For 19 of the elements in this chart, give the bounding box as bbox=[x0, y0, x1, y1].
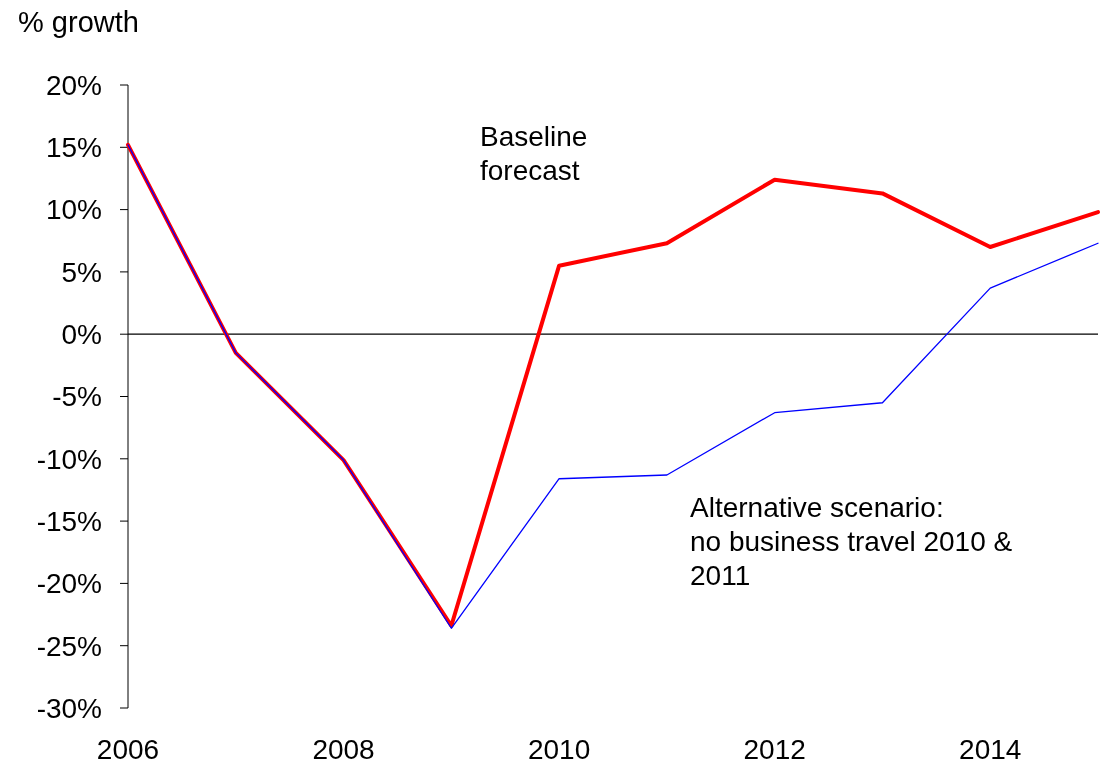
y-tick-label: -20% bbox=[36, 568, 102, 600]
y-tick-label: 15% bbox=[45, 132, 102, 164]
x-tick-label: 2012 bbox=[743, 734, 806, 765]
text: Baseline forecast bbox=[480, 121, 588, 186]
y-tick-label: 0% bbox=[61, 319, 102, 350]
x-tick-label: 2010 bbox=[527, 734, 591, 765]
x-tick-label: 2006 bbox=[96, 734, 160, 765]
y-axis-title: % growth bbox=[18, 6, 139, 38]
series-label: Alternative scenario: no business travel 2010 & 2011 bbox=[690, 492, 1013, 591]
y-tick-label: 5% bbox=[61, 256, 102, 288]
y-tick-label: -25% bbox=[36, 630, 102, 662]
y-tick-label: -10% bbox=[36, 443, 102, 475]
y-tick-label: -15% bbox=[36, 505, 102, 537]
x-tick-label: 2008 bbox=[312, 734, 375, 765]
y-tick-label: -5% bbox=[52, 381, 102, 413]
x-tick-label: 2014 bbox=[959, 734, 1022, 765]
y-tick-label: 20% bbox=[45, 69, 102, 101]
y-tick-label: 10% bbox=[45, 194, 102, 226]
y-tick-label: -30% bbox=[36, 692, 102, 724]
